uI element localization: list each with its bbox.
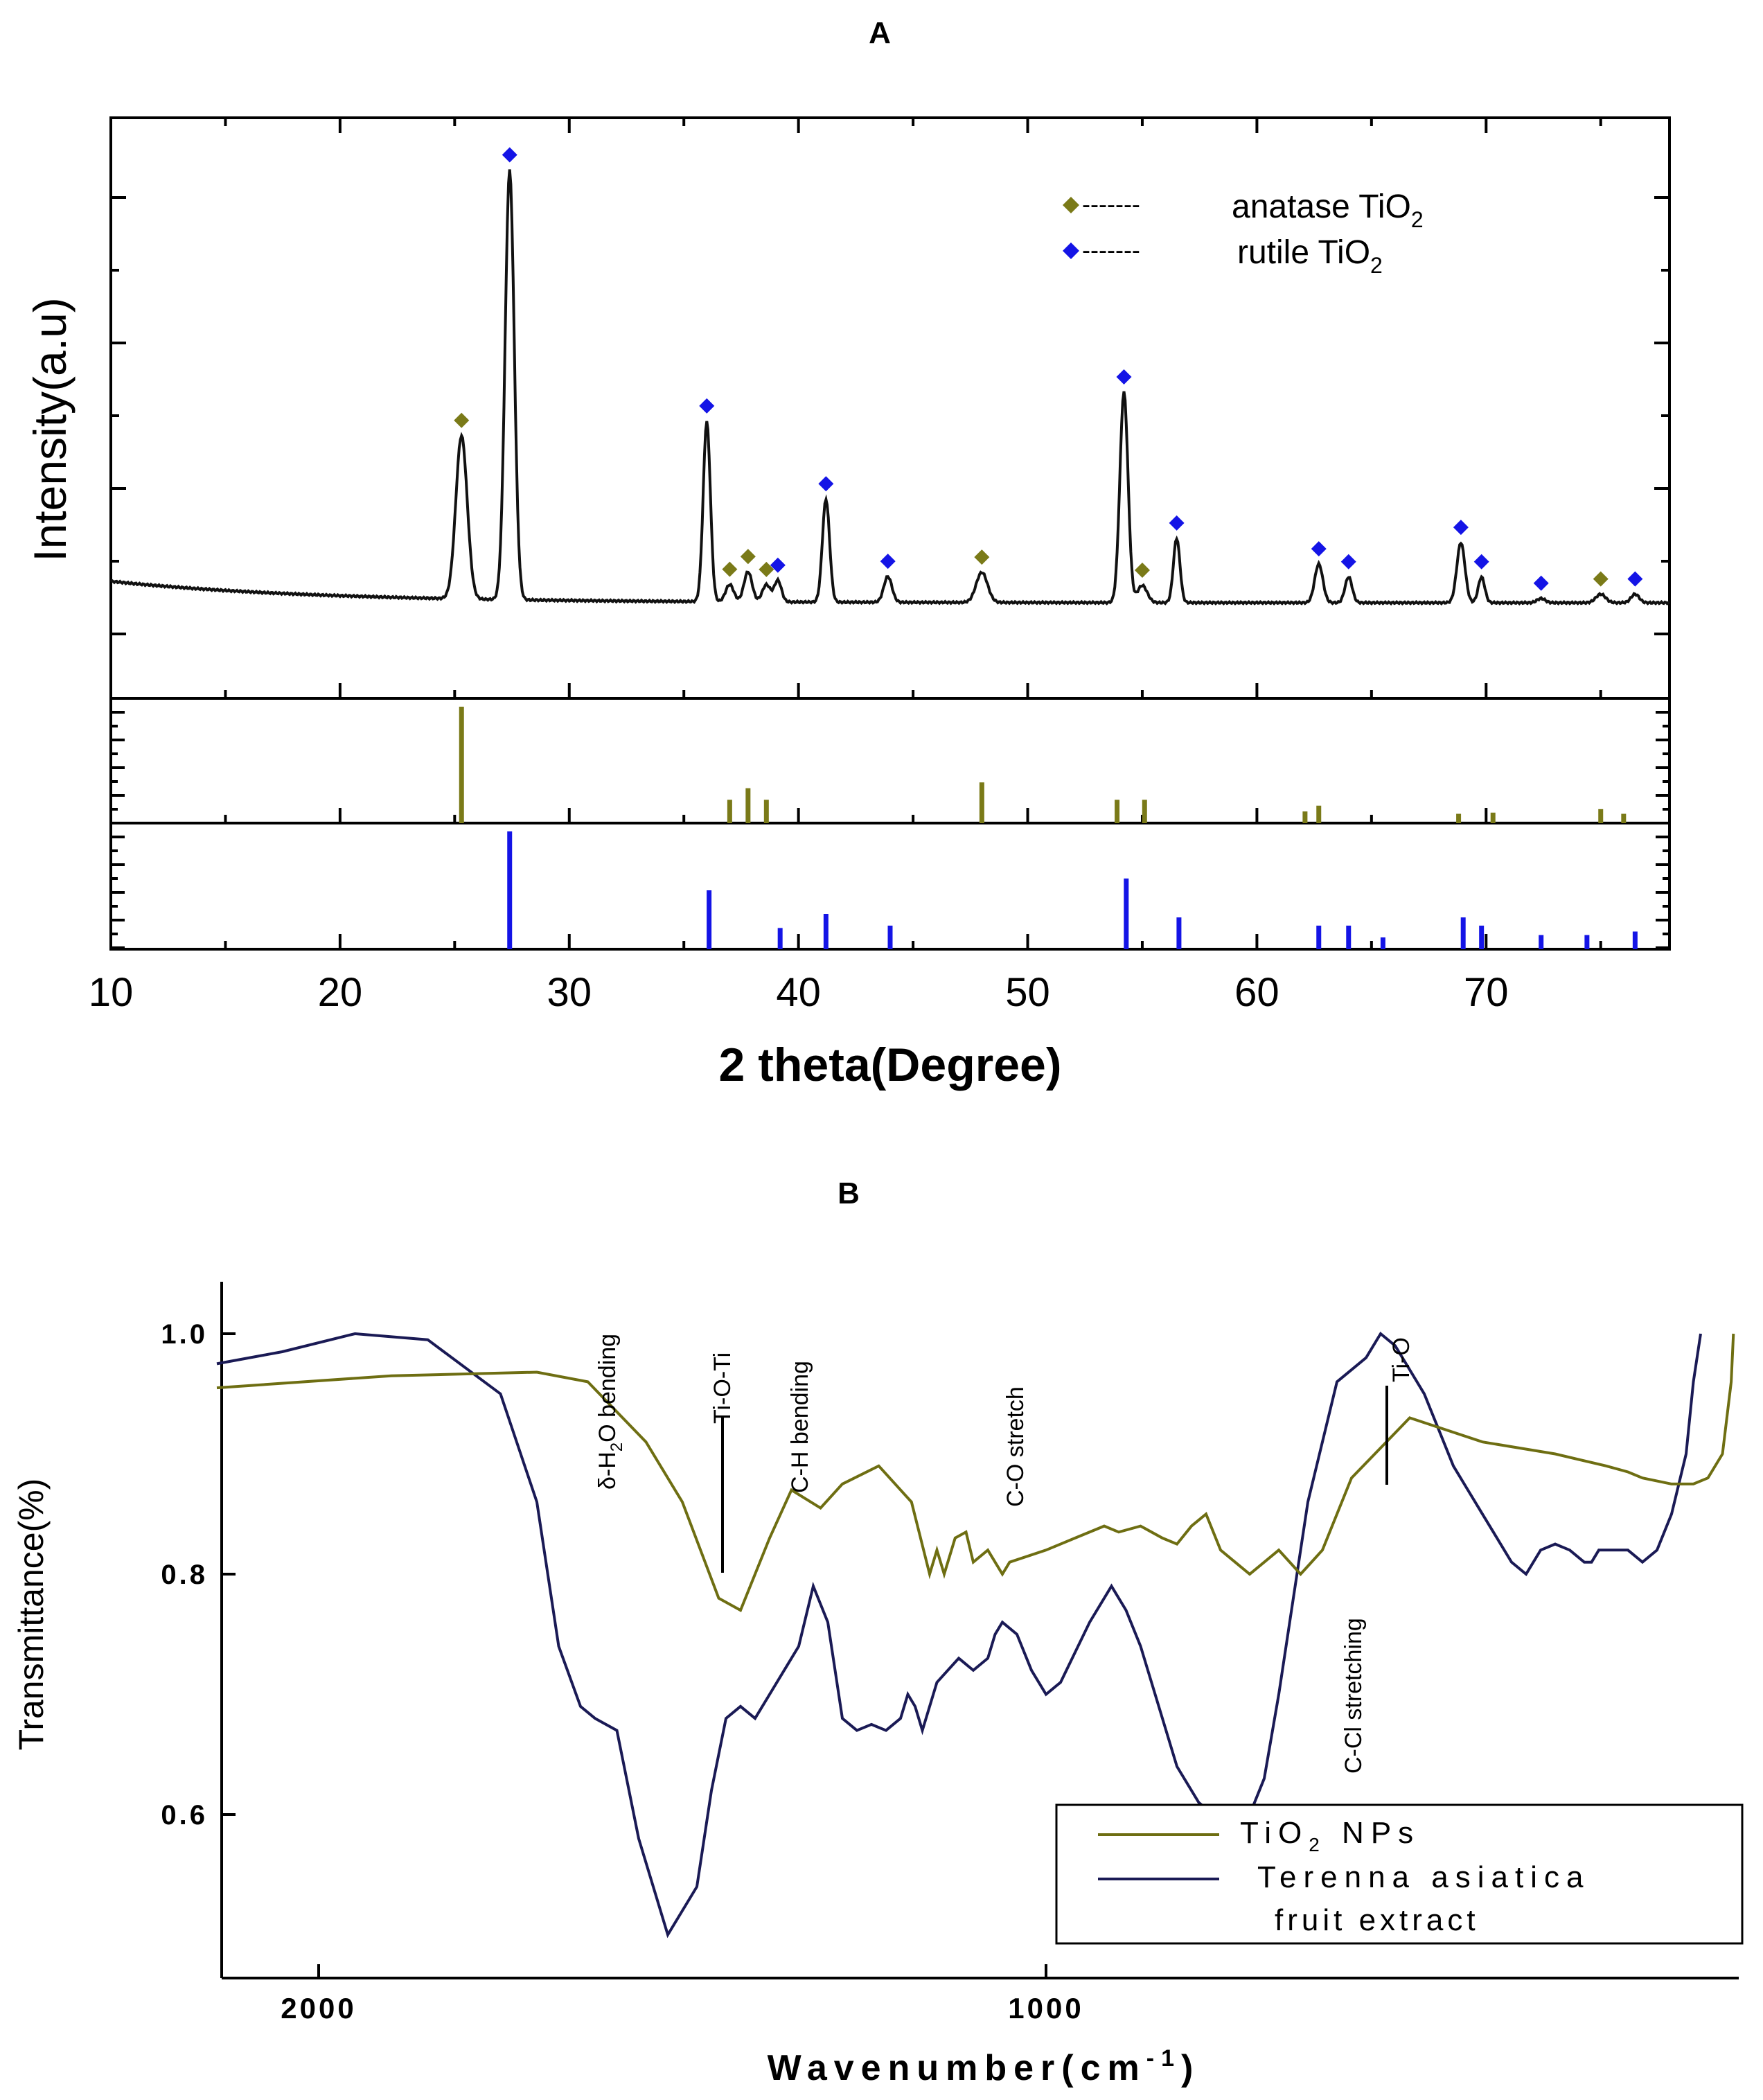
- rutile-peak-marker-13: [1311, 541, 1327, 557]
- panel-a-tick-labels: 10 20 30 40 50 60 70: [89, 970, 1509, 1015]
- co-stretch-annotation: C-O stretch: [1002, 1386, 1029, 1507]
- rutile-legend-dashes: -------: [1082, 236, 1140, 264]
- rutile-peak-marker-7: [818, 476, 834, 492]
- panel-a-main-frame: [109, 116, 1671, 700]
- panel-a-legend: ------- anatase TiO2 ------- rutile TiO2: [1063, 188, 1424, 278]
- rutile-legend-label: rutile TiO2: [1237, 234, 1383, 278]
- rutile-peak-marker-6: [770, 557, 786, 573]
- panel-b: B 0.6 0.8 1.0 2000 1000 δ-H2O bending Ti-O-T…: [12, 1176, 1744, 2088]
- panel-b-y-label: Transmittance(%): [12, 1479, 51, 1751]
- extract-legend-label-1: Terenna asiatica: [1257, 1860, 1590, 1894]
- x-tick-label-60: 60: [1234, 970, 1279, 1015]
- x-tick-label-10: 10: [89, 970, 134, 1015]
- xrd-peak-markers: [454, 147, 1643, 591]
- rutile-peak-marker-2: [699, 398, 715, 414]
- rutile-peak-marker-1: [502, 147, 517, 163]
- panel-b-ticks: [222, 1332, 1047, 1978]
- b-y-tick-label-0: 0.6: [161, 1800, 208, 1830]
- panel-b-label: B: [838, 1176, 860, 1210]
- anatase-legend-marker: [1063, 197, 1079, 213]
- tio-annotation: Ti-O: [1388, 1337, 1415, 1382]
- x-tick-label-50: 50: [1005, 970, 1050, 1015]
- rutile-reference-bars: [507, 831, 1638, 949]
- ch-bending-annotation: C-H bending: [787, 1361, 813, 1493]
- rutile-peak-marker-12: [1169, 515, 1185, 531]
- x-tick-label-20: 20: [318, 970, 363, 1015]
- x-tick-label-70: 70: [1464, 970, 1509, 1015]
- anatase-peak-marker-3: [722, 561, 738, 577]
- anatase-peak-marker-11: [1134, 562, 1150, 578]
- rutile-peak-marker-15: [1453, 520, 1469, 536]
- panel-a: A 10 20 30 40 50 60 70 ------- anatase TiO2 --…: [24, 16, 1671, 1091]
- panel-b-legend-box: [1055, 1803, 1744, 1945]
- b-x-tick-label-0: 2000: [281, 1992, 356, 2024]
- anatase-reference-bars: [459, 707, 1627, 823]
- extract-spectrum: [216, 1331, 1702, 1939]
- rutile-peak-marker-19: [1627, 571, 1643, 587]
- h2o-bending-annotation: δ-H2O bending: [594, 1334, 626, 1490]
- rutile-peak-marker-8: [880, 554, 896, 570]
- panel-a-label: A: [869, 16, 891, 50]
- panel-a-x-label: 2 theta(Degree): [718, 1039, 1061, 1091]
- tio2-legend-label: TiO2 NPs: [1240, 1816, 1420, 1855]
- x-tick-label-40: 40: [776, 970, 821, 1015]
- panel-b-legend: TiO2 NPs Terenna asiatica fruit extract: [1055, 1803, 1744, 1945]
- anatase-peak-marker-4: [740, 549, 756, 565]
- b-x-tick-label-1: 1000: [1008, 1992, 1083, 2024]
- rutile-peak-marker-10: [1116, 369, 1132, 385]
- tioti-annotation: Ti-O-Ti: [709, 1352, 736, 1424]
- anatase-peak-marker-5: [759, 561, 774, 577]
- ccl-stretching-annotation: C-Cl stretching: [1340, 1618, 1367, 1774]
- rutile-peak-marker-16: [1473, 554, 1489, 570]
- anatase-legend-label: anatase TiO2: [1232, 188, 1424, 232]
- anatase-peak-marker-18: [1593, 571, 1609, 587]
- rutile-legend-marker: [1063, 242, 1079, 259]
- extract-legend-label-2: fruit extract: [1275, 1903, 1480, 1937]
- tio2-spectrum: [216, 1333, 1735, 1612]
- panel-a-anatase-ref-frame: [109, 697, 1671, 824]
- anatase-legend-dashes: -------: [1082, 190, 1140, 218]
- rutile-peak-marker-17: [1533, 575, 1549, 591]
- b-y-tick-label-2: 1.0: [161, 1319, 208, 1350]
- panel-b-x-label: Wavenumber(cm-1): [768, 2045, 1201, 2088]
- xrd-trace: [109, 169, 1670, 606]
- anatase-peak-marker-0: [454, 412, 470, 428]
- x-tick-label-30: 30: [547, 970, 592, 1015]
- rutile-peak-marker-14: [1340, 554, 1356, 570]
- panel-a-y-label: Intensity(a.u): [24, 297, 76, 562]
- b-y-tick-label-1: 0.8: [161, 1560, 208, 1590]
- panel-b-tick-labels: 0.6 0.8 1.0 2000 1000: [161, 1319, 1083, 2024]
- anatase-peak-marker-9: [974, 549, 990, 565]
